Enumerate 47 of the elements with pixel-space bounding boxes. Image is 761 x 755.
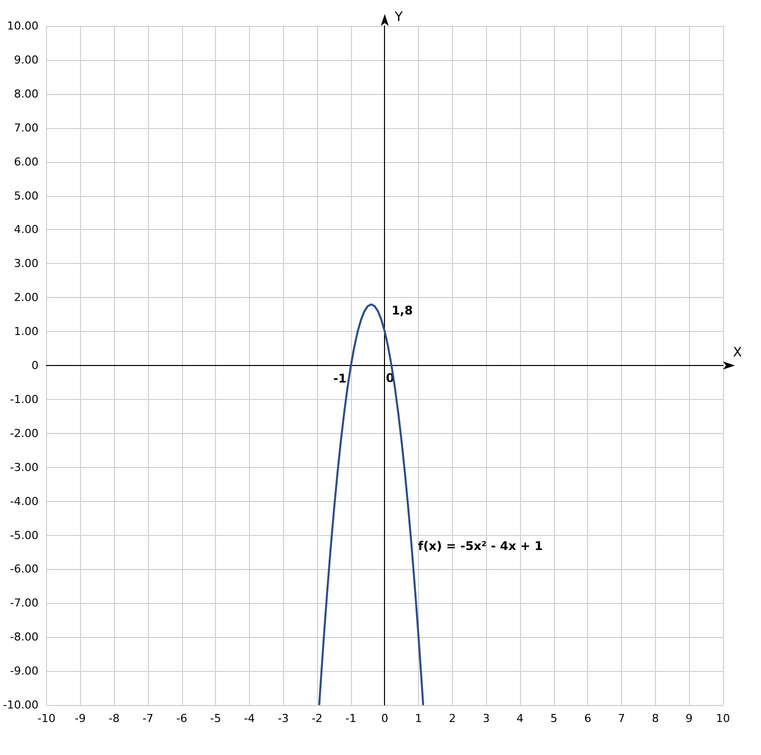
y-tick-label: -7.00 xyxy=(10,596,38,610)
x-tick-label: -2 xyxy=(312,712,323,725)
y-tick-label: -1.00 xyxy=(10,392,38,406)
x-tick-label: -7 xyxy=(142,712,154,725)
y-tick-label: -3.00 xyxy=(10,460,38,474)
y-tick-label: -4.00 xyxy=(10,494,38,508)
x-tick-label: 1 xyxy=(415,712,422,725)
x-tick-label: 7 xyxy=(618,712,626,725)
annotation: -1 xyxy=(333,372,347,386)
y-tick-label: 0 xyxy=(31,359,38,372)
y-tick-label: 1.00 xyxy=(14,325,38,338)
x-tick-label: -10 xyxy=(37,712,56,725)
y-axis-title: Y xyxy=(394,10,403,25)
x-tick-label: 9 xyxy=(686,712,693,725)
x-tick-label: 10 xyxy=(716,712,730,725)
x-tick-label: 2 xyxy=(448,712,456,725)
x-tick-label: 6 xyxy=(584,712,592,725)
y-tick-label: 8.00 xyxy=(14,87,38,100)
y-tick-label: 10.00 xyxy=(6,20,38,32)
y-tick-label: 2.00 xyxy=(14,291,38,304)
y-tick-label: 7.00 xyxy=(14,121,38,134)
x-tick-label: -5 xyxy=(210,712,222,725)
y-tick-label: 4.00 xyxy=(14,223,38,236)
x-tick-label: 5 xyxy=(550,712,558,725)
y-tick-label: -8.00 xyxy=(10,630,38,644)
y-tick-label: 6.00 xyxy=(14,155,38,168)
x-tick-label: -1 xyxy=(345,712,356,725)
x-tick-label: 0 xyxy=(381,712,388,725)
x-axis-title: X xyxy=(733,346,742,360)
x-tick-label: 4 xyxy=(516,712,524,725)
y-tick-label: 5.00 xyxy=(14,189,38,202)
y-tick-label: -5.00 xyxy=(10,528,38,542)
x-tick-label: 3 xyxy=(482,712,490,725)
x-tick-label: 8 xyxy=(652,712,659,725)
x-tick-label: -3 xyxy=(278,712,289,725)
annotation: 1,8 xyxy=(392,303,413,318)
y-tick-label: 9.00 xyxy=(14,53,38,66)
x-tick-label: -4 xyxy=(244,712,255,725)
y-tick-label: -6.00 xyxy=(10,562,38,576)
x-tick-label: -8 xyxy=(108,712,120,725)
y-tick-label: -9.00 xyxy=(10,664,38,678)
y-tick-label: -10.00 xyxy=(2,698,38,712)
x-tick-label: -9 xyxy=(74,712,86,725)
y-tick-label: -2.00 xyxy=(10,426,38,440)
x-tick-label: -6 xyxy=(176,712,188,725)
y-tick-label: 3.00 xyxy=(14,257,38,270)
annotation: f(x) = -5x² - 4x + 1 xyxy=(418,539,543,553)
